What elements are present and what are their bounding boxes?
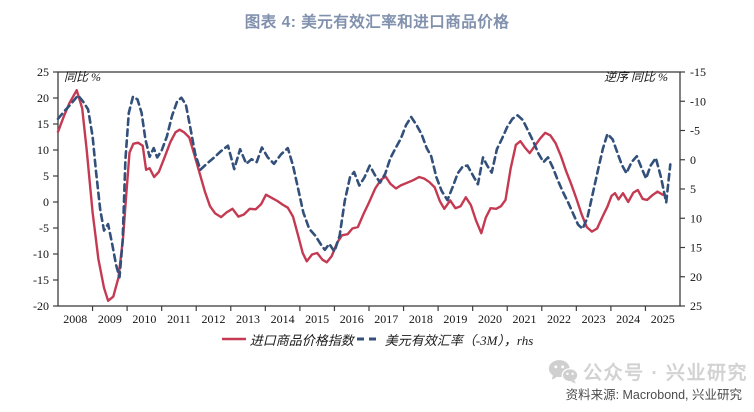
watermark: 公众号 · 兴业研究 (548, 358, 748, 385)
x-axis-year-label: 2017 (374, 312, 398, 326)
x-axis-year-label: 2020 (478, 312, 502, 326)
dashed-line-swatch (356, 337, 381, 341)
x-axis-year-label: 2023 (582, 312, 606, 326)
series-line-import-price (56, 89, 664, 302)
y-axis-left-tick-label: 15 (37, 117, 49, 131)
y-axis-right-tick-label: 15 (690, 241, 702, 255)
y-axis-left-tick-label: 0 (43, 195, 49, 209)
watermark-text: 公众号 · 兴业研究 (583, 363, 748, 384)
x-axis-year-label: 2009 (98, 312, 122, 326)
y-axis-left-tick-label: -5 (39, 221, 49, 235)
x-axis-year-label: 2013 (236, 312, 260, 326)
x-axis-year-label: 2012 (202, 312, 226, 326)
solid-line-swatch (221, 337, 246, 341)
legend-item-usd-neer: 美元有效汇率（-3M），rhs (356, 330, 534, 349)
y-axis-right-tick-label: 20 (690, 270, 702, 284)
y-axis-right-tick-label: -10 (690, 94, 706, 108)
x-axis-year-label: 2010 (132, 312, 156, 326)
y-axis-right-tick-label: -15 (690, 65, 706, 79)
x-axis-year-label: 2014 (271, 312, 295, 326)
legend-item-import-price: 进口商品价格指数 (221, 330, 354, 349)
y-axis-left-tick-label: 5 (43, 169, 49, 183)
y-axis-right-tick-label: 5 (690, 182, 696, 196)
chart-legend: 进口商品价格指数 美元有效汇率（-3M），rhs (0, 330, 754, 348)
x-axis-year-label: 2011 (167, 312, 191, 326)
x-axis-year-label: 2015 (305, 312, 329, 326)
legend-label-usd-neer: 美元有效汇率（-3M），rhs (384, 332, 534, 348)
x-axis-year-label: 2016 (340, 312, 364, 326)
y-axis-left-tick-label: -20 (33, 299, 49, 313)
x-axis-year-label: 2008 (63, 312, 87, 326)
right-axis-caption: 逆序 同比 % (604, 70, 668, 84)
y-axis-left-tick-label: -10 (33, 247, 49, 261)
y-axis-right-tick-label: 10 (690, 211, 702, 225)
y-axis-left-tick-label: -15 (33, 273, 49, 287)
x-axis-year-label: 2025 (651, 312, 675, 326)
y-axis-right-tick-label: 25 (690, 299, 702, 313)
x-axis-year-label: 2021 (513, 312, 537, 326)
x-axis-year-label: 2019 (443, 312, 467, 326)
wechat-icon (548, 360, 579, 384)
source-note: 资料来源: Macrobond, 兴业研究 (565, 388, 742, 402)
left-axis-caption: 同比 % (64, 70, 101, 84)
chart-svg: 2520151050-5-10-15-20-15-10-505101520252… (33, 65, 706, 326)
series-line-usd-neer (56, 94, 672, 279)
y-axis-left-tick-label: 20 (37, 91, 49, 105)
y-axis-left-tick-label: 25 (37, 65, 49, 79)
y-axis-right-tick-label: 0 (690, 153, 696, 167)
x-axis-year-label: 2018 (409, 312, 433, 326)
y-axis-left-tick-label: 10 (37, 143, 49, 157)
x-axis-year-label: 2022 (547, 312, 571, 326)
chart-title: 图表 4: 美元有效汇率和进口商品价格 (244, 14, 510, 31)
plot-frame (57, 71, 681, 307)
x-axis-year-label: 2024 (616, 312, 640, 326)
y-axis-right-tick-label: -5 (690, 124, 700, 138)
legend-label-import-price: 进口商品价格指数 (249, 332, 354, 348)
